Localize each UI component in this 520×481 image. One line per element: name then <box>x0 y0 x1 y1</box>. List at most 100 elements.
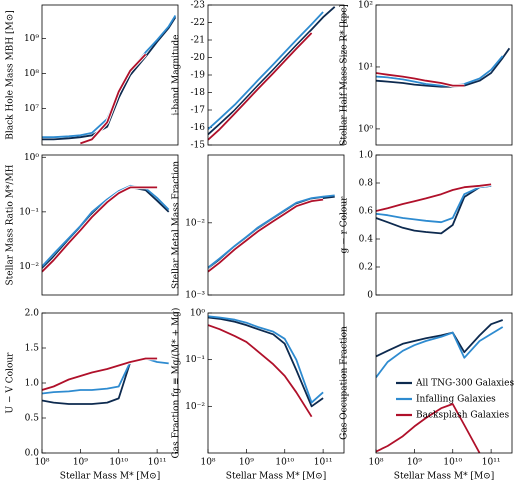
axes-frame <box>41 312 179 454</box>
x-tick-label: 10¹¹ <box>148 458 167 468</box>
series-line <box>376 55 504 87</box>
axes-frame <box>207 4 345 146</box>
x-tick-label: 10⁹ <box>239 458 254 468</box>
y-tick-label: -19 <box>191 71 206 81</box>
y-axis-label: Stellar Mass Ratio M*/MH <box>6 164 16 285</box>
series-line <box>208 315 324 404</box>
y-tick-label: -23 <box>191 1 206 11</box>
y-tick-label: 0.0 <box>25 449 40 459</box>
y-tick-label: -22 <box>191 18 206 28</box>
series-line <box>376 326 504 378</box>
series-line <box>42 357 146 405</box>
y-tick-label: 0 <box>367 291 373 301</box>
axes-frame <box>375 312 513 454</box>
panel: 0 0.2 0.4 0.6 0.8 1.0 g − r Colour <box>340 151 513 301</box>
series-line <box>208 6 336 136</box>
line-halo <box>42 356 158 392</box>
y-tick-label: 0.5 <box>25 414 40 424</box>
series-line <box>208 32 313 141</box>
panel: 10⁷ 10⁸ 10⁹ Black Hole Mass MBH [M⊙] <box>6 4 179 146</box>
panel: 10⁰ 10¹ 10² Stellar Half-Mass Size R* [kpc] <box>340 1 513 146</box>
series-line <box>42 357 158 391</box>
series-line <box>42 184 170 268</box>
x-tick-label: 10¹⁰ <box>443 458 462 468</box>
axes-frame <box>207 154 345 296</box>
lines <box>376 182 492 235</box>
y-tick-label: 10⁹ <box>24 34 39 44</box>
series-line <box>42 186 170 270</box>
y-tick-label: -21 <box>191 36 206 46</box>
lines <box>208 194 335 274</box>
lines <box>208 6 336 142</box>
y-tick-label: -16 <box>191 123 206 133</box>
series-line <box>208 324 313 418</box>
y-tick-label: 10⁻² <box>185 218 205 228</box>
y-tick-label: 10² <box>358 1 373 11</box>
x-tick-label: 10¹¹ <box>482 458 501 468</box>
x-tick-label: 10⁹ <box>73 458 88 468</box>
series-line <box>42 16 177 141</box>
y-tick-label: 10⁻³ <box>185 291 205 301</box>
axes-frame <box>41 4 179 146</box>
series-line <box>376 72 465 87</box>
series-line <box>208 195 335 271</box>
y-tick-label: 0.6 <box>359 207 374 217</box>
x-axis-label: Stellar Mass M* [M⊙] <box>394 472 494 481</box>
lines <box>376 47 511 88</box>
lines <box>208 315 324 418</box>
y-tick-label: 10⁰ <box>190 309 205 319</box>
legend-label: All TNG-300 Galaxies <box>415 379 515 389</box>
series-line <box>376 319 504 358</box>
legend-label: Backsplash Galaxies <box>416 411 509 421</box>
y-axis-label: Gas Occupation Fraction <box>340 326 350 440</box>
lines <box>42 356 169 405</box>
series-line <box>42 357 169 395</box>
x-axis-label: Stellar Mass M* [M⊙] <box>226 472 326 481</box>
y-tick-label: 10⁻¹ <box>185 355 205 365</box>
lines <box>376 319 504 453</box>
series-line <box>376 184 492 224</box>
y-axis-label: U − V Colour <box>6 352 16 414</box>
axes-frame <box>375 154 513 296</box>
x-tick-label: 10⁸ <box>368 458 383 468</box>
y-tick-label: 10⁻² <box>185 402 205 412</box>
y-axis-label: g − r Colour <box>340 196 350 254</box>
y-tick-label: -17 <box>191 106 206 116</box>
x-tick-label: 10¹⁰ <box>109 458 128 468</box>
series-line <box>208 194 335 269</box>
x-tick-label: 10⁹ <box>407 458 422 468</box>
x-axis-label: Stellar Mass M* [M⊙] <box>60 472 160 481</box>
y-tick-label: 10⁸ <box>24 69 39 79</box>
series-line <box>376 47 511 88</box>
panel: 10⁻² 10⁻¹ 10⁰ 10⁸ 10⁹ 10¹⁰ 10¹¹ Gas Fraction fg… <box>171 308 345 481</box>
series-line <box>80 53 147 145</box>
y-tick-label: 10¹ <box>358 62 373 72</box>
y-tick-label: 10⁰ <box>358 124 373 134</box>
axes-frame <box>207 312 345 454</box>
y-tick-label: 0.2 <box>359 263 373 273</box>
y-tick-label: 10⁰ <box>24 153 39 163</box>
y-tick-label: 0.4 <box>359 235 374 245</box>
series-line <box>208 316 324 408</box>
series-line <box>376 183 492 212</box>
series-line <box>208 198 324 273</box>
axes-frame <box>41 154 179 296</box>
y-tick-label: 0.8 <box>359 179 374 189</box>
panel: 10⁸ 10⁹ 10¹⁰ 10¹¹ Gas Occupation Fraction Ste… <box>340 312 515 481</box>
panel: -15 -16 -17 -18 -19 -20 -21 -22 -23 i-band Magnit… <box>172 1 345 151</box>
legend-label: Infalling Galaxies <box>416 395 496 405</box>
lines <box>42 15 177 145</box>
y-axis-label: Black Hole Mass MBH [M⊙] <box>6 10 16 140</box>
y-axis-label: Gas Fraction fg ≡ Mg/(M* + Mg) <box>171 308 182 459</box>
y-axis-label: i-band Magnitude <box>172 35 182 116</box>
series-line <box>208 11 324 130</box>
x-tick-label: 10⁸ <box>200 458 215 468</box>
series-line <box>42 186 158 273</box>
y-axis-label: Stellar Metal Mass Fraction <box>172 161 182 289</box>
panel: 0.0 0.5 1.0 1.5 2.0 10⁸ 10⁹ 10¹⁰ 10¹¹ U − V Colou… <box>6 309 179 481</box>
y-tick-label: 1.0 <box>25 379 40 389</box>
series-line <box>376 184 492 235</box>
x-tick-label: 10⁸ <box>34 458 49 468</box>
